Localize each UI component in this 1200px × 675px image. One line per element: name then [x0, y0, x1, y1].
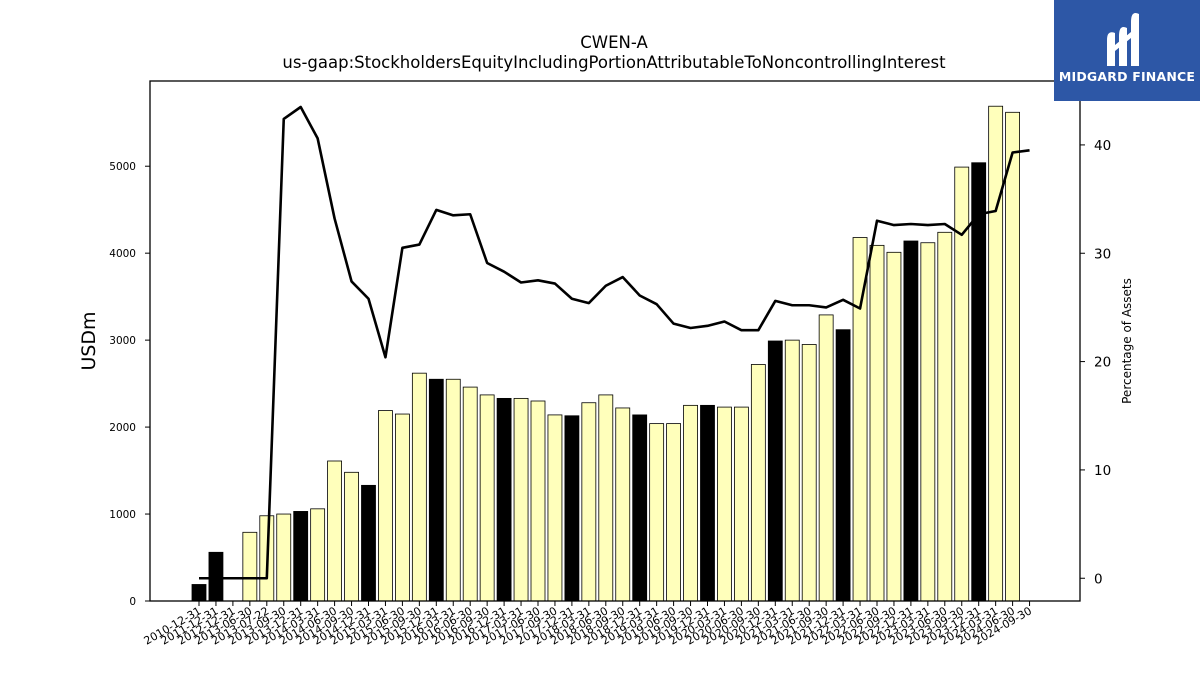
y2-tick-label-40: 40	[1094, 138, 1111, 154]
y-tick-label-3000: 3000	[109, 335, 136, 347]
bar-2014-09-30	[344, 471, 359, 602]
bar-2015-12-31	[428, 378, 444, 602]
bar-2018-12-31	[632, 414, 648, 602]
bar-2022-06-30	[869, 244, 885, 602]
bar-2024-03-31	[988, 105, 1004, 602]
bar-2017-12-31	[564, 415, 580, 602]
bar-2014-12-31	[361, 484, 376, 602]
bar-2014-03-31	[310, 508, 326, 602]
logo-brand-text: MIDGARD FINANCE	[1058, 69, 1196, 84]
bar-2019-12-31	[700, 404, 715, 602]
bar-2010-12-31	[191, 584, 207, 602]
chart-subtitle: us-gaap:StockholdersEquityIncludingPorti…	[282, 53, 946, 72]
percent-of-assets-line	[199, 105, 1030, 580]
bar-2020-06-30	[734, 406, 749, 602]
bar-2015-09-30	[411, 372, 427, 602]
y2-axis-label: Percentage of Assets	[1120, 278, 1134, 404]
bar-2021-09-30	[818, 314, 834, 602]
bar-2018-09-30	[615, 407, 631, 602]
bar-2021-06-30	[801, 344, 817, 602]
bar-2021-03-31	[784, 339, 800, 602]
bar-2020-12-31	[767, 340, 783, 602]
y-tick-label-4000: 4000	[109, 248, 136, 260]
bar-2015-06-30	[394, 413, 410, 602]
midgard-finance-logo: MIDGARD FINANCE	[1054, 0, 1200, 101]
bar-2016-09-30	[479, 394, 495, 602]
y2-tick-label-10: 10	[1094, 463, 1111, 479]
bar-2020-09-30	[750, 364, 766, 602]
bar-2022-09-30	[886, 251, 902, 602]
bar-2019-03-31	[649, 423, 665, 602]
bar-2018-03-31	[581, 402, 597, 602]
line-layer	[199, 105, 1030, 580]
bar-2022-12-31	[903, 240, 919, 602]
bar-2023-03-31	[920, 242, 936, 602]
bar-2016-12-31	[496, 397, 512, 602]
y2-tick-label-0: 0	[1094, 571, 1103, 587]
bar-2014-06-30	[327, 460, 343, 602]
x-axis: 2010-12-312011-12-312012-12-312013-06-30…	[142, 601, 1034, 648]
y2-tick-label-30: 30	[1094, 246, 1111, 262]
bar-2013-12-31	[293, 511, 309, 602]
bar-2019-06-30	[666, 423, 681, 602]
y-axis-right: 0 10 20 30 40	[1080, 138, 1111, 587]
y-tick-label-0: 0	[129, 596, 136, 608]
midgard-m-logo-icon	[1107, 13, 1139, 66]
bar-2016-06-30	[462, 386, 478, 602]
bar-2013-09-30	[276, 513, 292, 602]
y-tick-label-5000: 5000	[109, 161, 136, 173]
bar-2017-09-30	[547, 414, 563, 602]
bar-2011-12-31	[208, 551, 224, 602]
chart-title: CWEN-A	[580, 33, 648, 52]
bar-2016-03-31	[445, 378, 461, 602]
bar-2013-06-30	[242, 531, 258, 602]
bar-2023-12-31	[971, 162, 987, 602]
plot-frame	[149, 80, 1081, 602]
y2-tick-label-20: 20	[1094, 355, 1111, 371]
bar-2017-06-30	[530, 400, 546, 602]
bar-2019-09-30	[683, 404, 698, 602]
bar-2017-03-31	[513, 397, 529, 602]
bar-2015-03-31	[378, 410, 393, 602]
y-axis-left: 0 1000 2000 3000 4000 5000	[109, 161, 150, 608]
bar-2024-06-30	[1005, 111, 1020, 602]
y-tick-label-2000: 2000	[109, 422, 136, 434]
y-tick-label-1000: 1000	[109, 509, 136, 521]
bar-2021-12-31	[835, 329, 851, 602]
bar-2018-06-30	[598, 394, 614, 602]
bar-2022-03-31	[852, 237, 868, 602]
bars-layer	[191, 105, 1020, 602]
y-axis-label: USDm	[78, 311, 100, 370]
bar-2020-03-31	[717, 406, 732, 602]
bar-2023-06-30	[937, 231, 953, 602]
